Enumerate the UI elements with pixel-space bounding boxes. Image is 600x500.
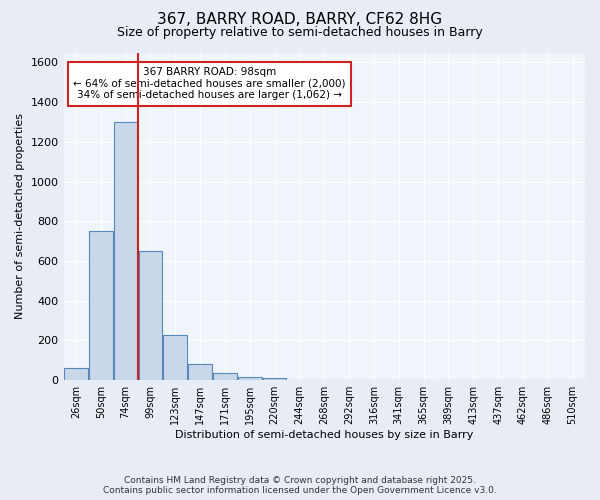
Bar [263,378,286,380]
Bar [238,376,262,380]
Bar [188,364,212,380]
Bar [213,374,237,380]
Text: Size of property relative to semi-detached houses in Barry: Size of property relative to semi-detach… [117,26,483,39]
Bar [114,122,137,380]
Bar [64,368,88,380]
Text: 367, BARRY ROAD, BARRY, CF62 8HG: 367, BARRY ROAD, BARRY, CF62 8HG [157,12,443,28]
Bar [89,231,113,380]
Text: 367 BARRY ROAD: 98sqm
← 64% of semi-detached houses are smaller (2,000)
34% of s: 367 BARRY ROAD: 98sqm ← 64% of semi-deta… [73,67,346,100]
X-axis label: Distribution of semi-detached houses by size in Barry: Distribution of semi-detached houses by … [175,430,473,440]
Text: Contains HM Land Registry data © Crown copyright and database right 2025.
Contai: Contains HM Land Registry data © Crown c… [103,476,497,495]
Bar [163,334,187,380]
Y-axis label: Number of semi-detached properties: Number of semi-detached properties [15,114,25,320]
Bar [139,251,162,380]
